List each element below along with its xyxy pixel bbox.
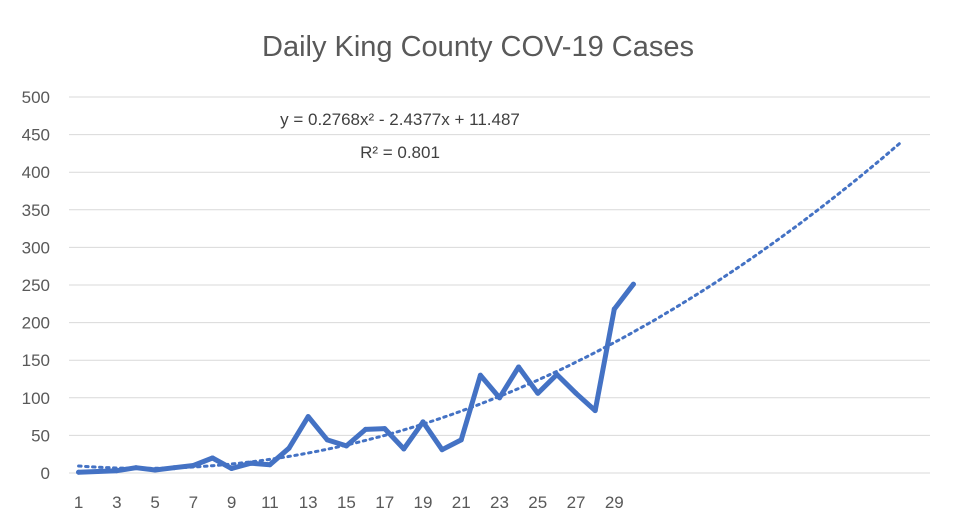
x-tick-label: 15 [337, 493, 356, 512]
x-tick-label: 27 [567, 493, 586, 512]
data-point [286, 445, 292, 451]
y-tick-label: 0 [41, 464, 50, 483]
x-tick-label: 5 [150, 493, 159, 512]
data-point [210, 455, 215, 461]
x-tick-label: 7 [189, 493, 198, 512]
y-tick-label: 250 [22, 276, 50, 295]
data-point [324, 437, 330, 443]
data-point [401, 446, 407, 452]
data-point [76, 469, 82, 475]
data-point [114, 468, 120, 474]
y-axis-tick-labels: 0 50 100 150 200 250 300 350 400 450 500 [22, 88, 50, 483]
x-tick-label: 9 [227, 493, 236, 512]
trendline [77, 140, 903, 470]
x-tick-label: 17 [375, 493, 394, 512]
data-point [477, 372, 483, 378]
y-tick-label: 50 [31, 426, 50, 445]
y-tick-label: 450 [22, 126, 50, 145]
x-tick-label: 13 [299, 493, 318, 512]
data-point [363, 426, 369, 432]
y-tick-label: 150 [22, 351, 50, 370]
x-tick-label: 3 [112, 493, 121, 512]
y-tick-label: 350 [22, 201, 50, 220]
series-group [76, 281, 636, 475]
data-point [516, 364, 522, 370]
y-tick-label: 200 [22, 314, 50, 333]
data-point [382, 426, 388, 432]
x-tick-label: 23 [490, 493, 509, 512]
y-tick-label: 400 [22, 163, 50, 182]
data-point [229, 465, 235, 471]
data-point [554, 371, 560, 377]
data-point [133, 465, 139, 471]
data-point [630, 281, 636, 287]
data-point [458, 437, 464, 443]
data-point [420, 419, 426, 425]
data-point [439, 447, 445, 453]
data-point [592, 408, 598, 414]
x-tick-label: 29 [605, 493, 624, 512]
gridlines [69, 96, 930, 474]
trendline-equation: y = 0.2768x² - 2.4377x + 11.487 [280, 110, 520, 129]
data-point [343, 443, 349, 449]
x-tick-label: 19 [414, 493, 433, 512]
series-line [76, 281, 636, 475]
data-point [152, 467, 158, 473]
data-point [171, 465, 177, 471]
x-axis-tick-labels: 1 3 5 7 9 11 13 15 17 19 21 23 25 27 29 [74, 493, 624, 512]
trendline-group [77, 140, 903, 470]
x-tick-label: 11 [261, 493, 279, 512]
y-tick-label: 100 [22, 389, 50, 408]
data-point [535, 390, 541, 396]
chart-title: Daily King County COV-19 Cases [262, 31, 694, 63]
data-point [573, 390, 579, 396]
data-point [248, 460, 254, 466]
data-point [497, 395, 502, 401]
data-point [267, 462, 273, 468]
y-tick-label: 300 [22, 238, 50, 257]
data-point [611, 306, 617, 312]
data-point [95, 468, 101, 474]
x-tick-label: 1 [74, 493, 83, 512]
trendline-r-squared: R² = 0.801 [360, 143, 440, 162]
y-tick-label: 500 [22, 88, 50, 107]
data-point [190, 462, 196, 468]
x-tick-label: 25 [528, 493, 547, 512]
x-tick-label: 21 [452, 493, 471, 512]
data-point [305, 414, 311, 420]
